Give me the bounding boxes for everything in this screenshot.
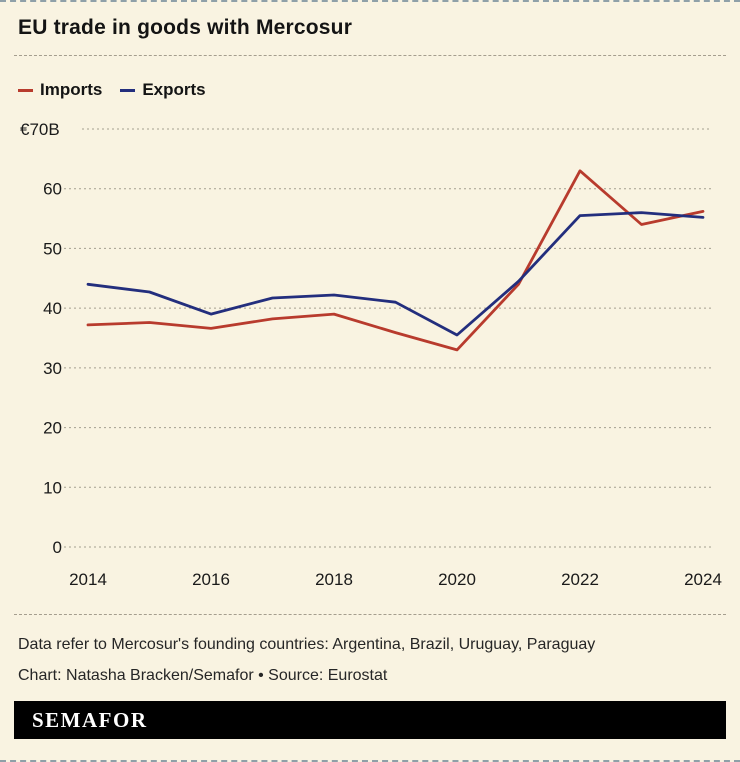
svg-text:2020: 2020 [438,570,476,589]
trade-line-chart: 0 10 20 30 40 50 60 €70B 2014 2016 2018 2020 2022 202… [20,120,722,589]
svg-text:2024: 2024 [684,570,722,589]
chart-separator [14,614,726,615]
svg-text:10: 10 [43,478,62,497]
svg-text:2016: 2016 [192,570,230,589]
svg-text:2014: 2014 [69,570,107,589]
svg-text:30: 30 [43,359,62,378]
chart-title: EU trade in goods with Mercosur [18,16,353,39]
legend-item-exports: Exports [120,80,206,100]
svg-text:0: 0 [53,538,62,557]
legend-label-exports: Exports [142,80,206,99]
semafor-logo: SEMAFOR [32,707,148,732]
svg-text:20: 20 [43,419,62,438]
svg-text:2018: 2018 [315,570,353,589]
imports-line-swatch [18,88,33,92]
svg-text:€70B: €70B [20,120,60,139]
data-note: Data refer to Mercosur's founding countr… [18,636,596,653]
svg-text:2022: 2022 [561,570,599,589]
chart-legend: Imports Exports [18,80,722,100]
chart-notes: Data refer to Mercosur's founding countr… [18,629,722,691]
exports-line-swatch [120,88,136,92]
credit-note: Chart: Natasha Bracken/Semafor • Source:… [18,667,388,684]
svg-text:40: 40 [43,299,62,318]
legend-item-imports: Imports [18,80,102,100]
svg-text:50: 50 [43,239,62,258]
brand-banner: SEMAFOR [14,701,726,739]
legend-label-imports: Imports [40,80,103,99]
title-separator [14,55,726,56]
svg-text:60: 60 [43,180,62,199]
